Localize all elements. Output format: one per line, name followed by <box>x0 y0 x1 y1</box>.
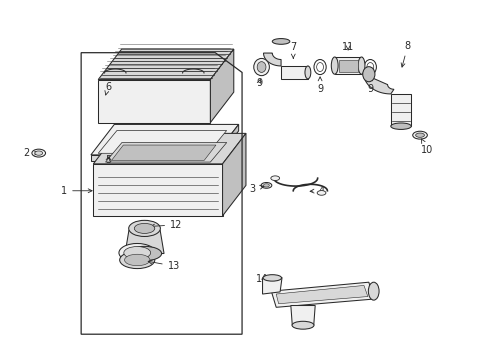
Text: 9: 9 <box>366 77 373 94</box>
Polygon shape <box>98 131 226 153</box>
Text: 7: 7 <box>289 42 296 58</box>
Ellipse shape <box>119 243 155 262</box>
Ellipse shape <box>35 151 42 155</box>
Ellipse shape <box>127 246 161 261</box>
Polygon shape <box>93 164 222 216</box>
Text: 1: 1 <box>61 186 92 196</box>
Polygon shape <box>210 49 233 123</box>
Ellipse shape <box>390 123 410 130</box>
Ellipse shape <box>367 282 378 300</box>
Text: 4: 4 <box>309 186 324 196</box>
Ellipse shape <box>257 62 265 72</box>
Text: 11: 11 <box>341 42 353 52</box>
Ellipse shape <box>330 57 337 74</box>
Text: 13: 13 <box>148 260 180 271</box>
Text: 14: 14 <box>256 274 273 286</box>
Polygon shape <box>91 125 238 155</box>
Polygon shape <box>390 94 410 126</box>
Ellipse shape <box>32 149 45 157</box>
Ellipse shape <box>261 183 271 188</box>
Text: 2: 2 <box>23 148 39 158</box>
Ellipse shape <box>412 131 427 139</box>
Polygon shape <box>93 134 245 164</box>
Ellipse shape <box>123 247 150 259</box>
Polygon shape <box>271 282 373 307</box>
Text: 8: 8 <box>400 41 410 67</box>
Polygon shape <box>276 285 367 304</box>
Ellipse shape <box>263 275 281 281</box>
Ellipse shape <box>128 220 160 237</box>
Text: 12: 12 <box>150 220 182 230</box>
FancyBboxPatch shape <box>338 59 357 72</box>
Ellipse shape <box>120 251 155 269</box>
Ellipse shape <box>291 321 313 329</box>
Ellipse shape <box>317 190 325 195</box>
Text: 10: 10 <box>420 139 432 154</box>
Polygon shape <box>111 145 216 160</box>
Polygon shape <box>222 134 245 216</box>
Polygon shape <box>281 66 307 79</box>
Ellipse shape <box>272 39 289 44</box>
Ellipse shape <box>270 176 279 180</box>
Ellipse shape <box>362 67 374 82</box>
Ellipse shape <box>357 57 364 74</box>
Polygon shape <box>105 143 226 162</box>
Polygon shape <box>98 49 233 80</box>
Ellipse shape <box>305 66 310 79</box>
Ellipse shape <box>253 58 269 76</box>
Polygon shape <box>91 155 215 161</box>
Text: 5: 5 <box>104 155 111 165</box>
Ellipse shape <box>134 224 155 233</box>
Text: 3: 3 <box>249 184 264 194</box>
Text: 9: 9 <box>256 78 262 88</box>
Polygon shape <box>363 74 393 94</box>
Polygon shape <box>98 80 210 123</box>
Ellipse shape <box>263 184 269 187</box>
Text: 6: 6 <box>105 82 111 95</box>
Polygon shape <box>263 53 281 66</box>
Polygon shape <box>125 230 163 253</box>
FancyBboxPatch shape <box>334 57 361 74</box>
Ellipse shape <box>124 254 150 266</box>
Text: 9: 9 <box>316 77 323 94</box>
Polygon shape <box>262 278 282 294</box>
Polygon shape <box>290 306 315 325</box>
Polygon shape <box>215 125 238 161</box>
Ellipse shape <box>415 133 424 137</box>
